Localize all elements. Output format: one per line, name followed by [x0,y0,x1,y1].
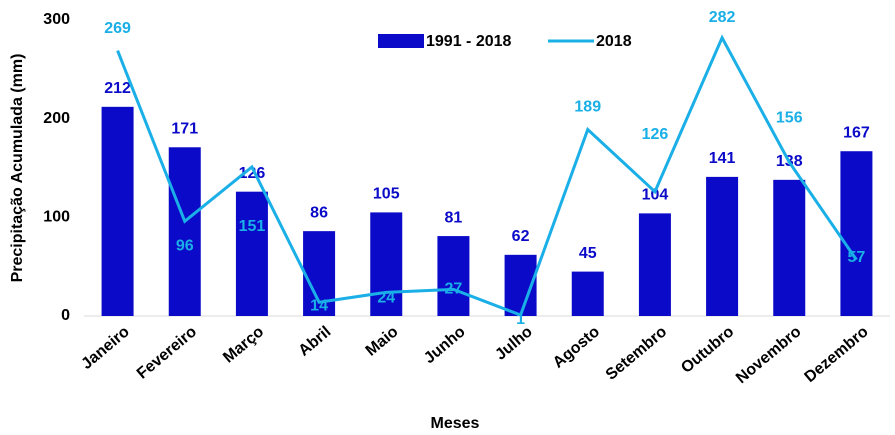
bar [437,236,470,316]
bar-value-label: 105 [373,186,400,203]
x-tick-label: Março [220,323,267,366]
line-value-label: 24 [377,290,395,307]
bar [235,191,268,316]
bar-value-label: 212 [104,80,131,97]
line-value-label: 189 [574,99,601,116]
bar [706,176,739,316]
bar [840,151,873,316]
line-value-label: 151 [239,218,266,235]
x-tick-label: Julho [492,323,536,364]
bar-value-label: 171 [171,120,198,137]
line-value-label: 14 [310,297,328,314]
line-value-label: 126 [642,126,669,143]
x-tick-label: Setembro [603,323,671,384]
y-tick-label: 200 [43,110,70,127]
line [116,34,858,317]
line-value-label: 282 [709,9,736,26]
bar [773,179,806,316]
line-value-label: 269 [104,20,131,37]
bar-value-label: 104 [642,187,669,204]
bar-value-label: 81 [445,209,463,226]
x-tick-label: Maio [363,323,402,360]
x-tick-label: Junho [421,323,469,367]
bar [571,271,604,316]
x-tick-label: Novembro [733,323,805,387]
y-axis-label: Precipitação Acumulada (mm) [9,54,26,283]
legend-swatch [378,34,424,48]
line-value-label: 57 [848,249,866,266]
y-tick-label: 0 [61,307,70,324]
bar [370,212,403,316]
bar [101,106,134,317]
bar [638,213,671,316]
line-value-label: 96 [176,237,194,254]
y-tick-label: 100 [43,209,70,226]
legend-label: 2018 [596,33,632,50]
bar [168,147,201,316]
x-tick-label: Janeiro [78,323,133,373]
y-tick-label: 300 [43,11,70,28]
x-tick-label: Fevereiro [134,323,200,382]
x-tick-label: Dezembro [802,323,872,386]
x-tick-label: Outubro [678,323,737,377]
line-value-label: 27 [445,281,463,298]
line-value-label: 156 [776,109,803,126]
bar-value-label: 86 [310,204,328,221]
x-tick-label: Abril [296,323,335,359]
bar-value-label: 141 [709,150,736,167]
bar-value-label: 167 [843,124,870,141]
legend-label: 1991 - 2018 [426,33,512,50]
x-tick-label: Agosto [550,323,603,372]
bar-value-label: 45 [579,245,597,262]
x-axis-label: Meses [431,415,480,432]
line-value-label: 1 [516,311,525,328]
bar-value-label: 62 [512,228,530,245]
